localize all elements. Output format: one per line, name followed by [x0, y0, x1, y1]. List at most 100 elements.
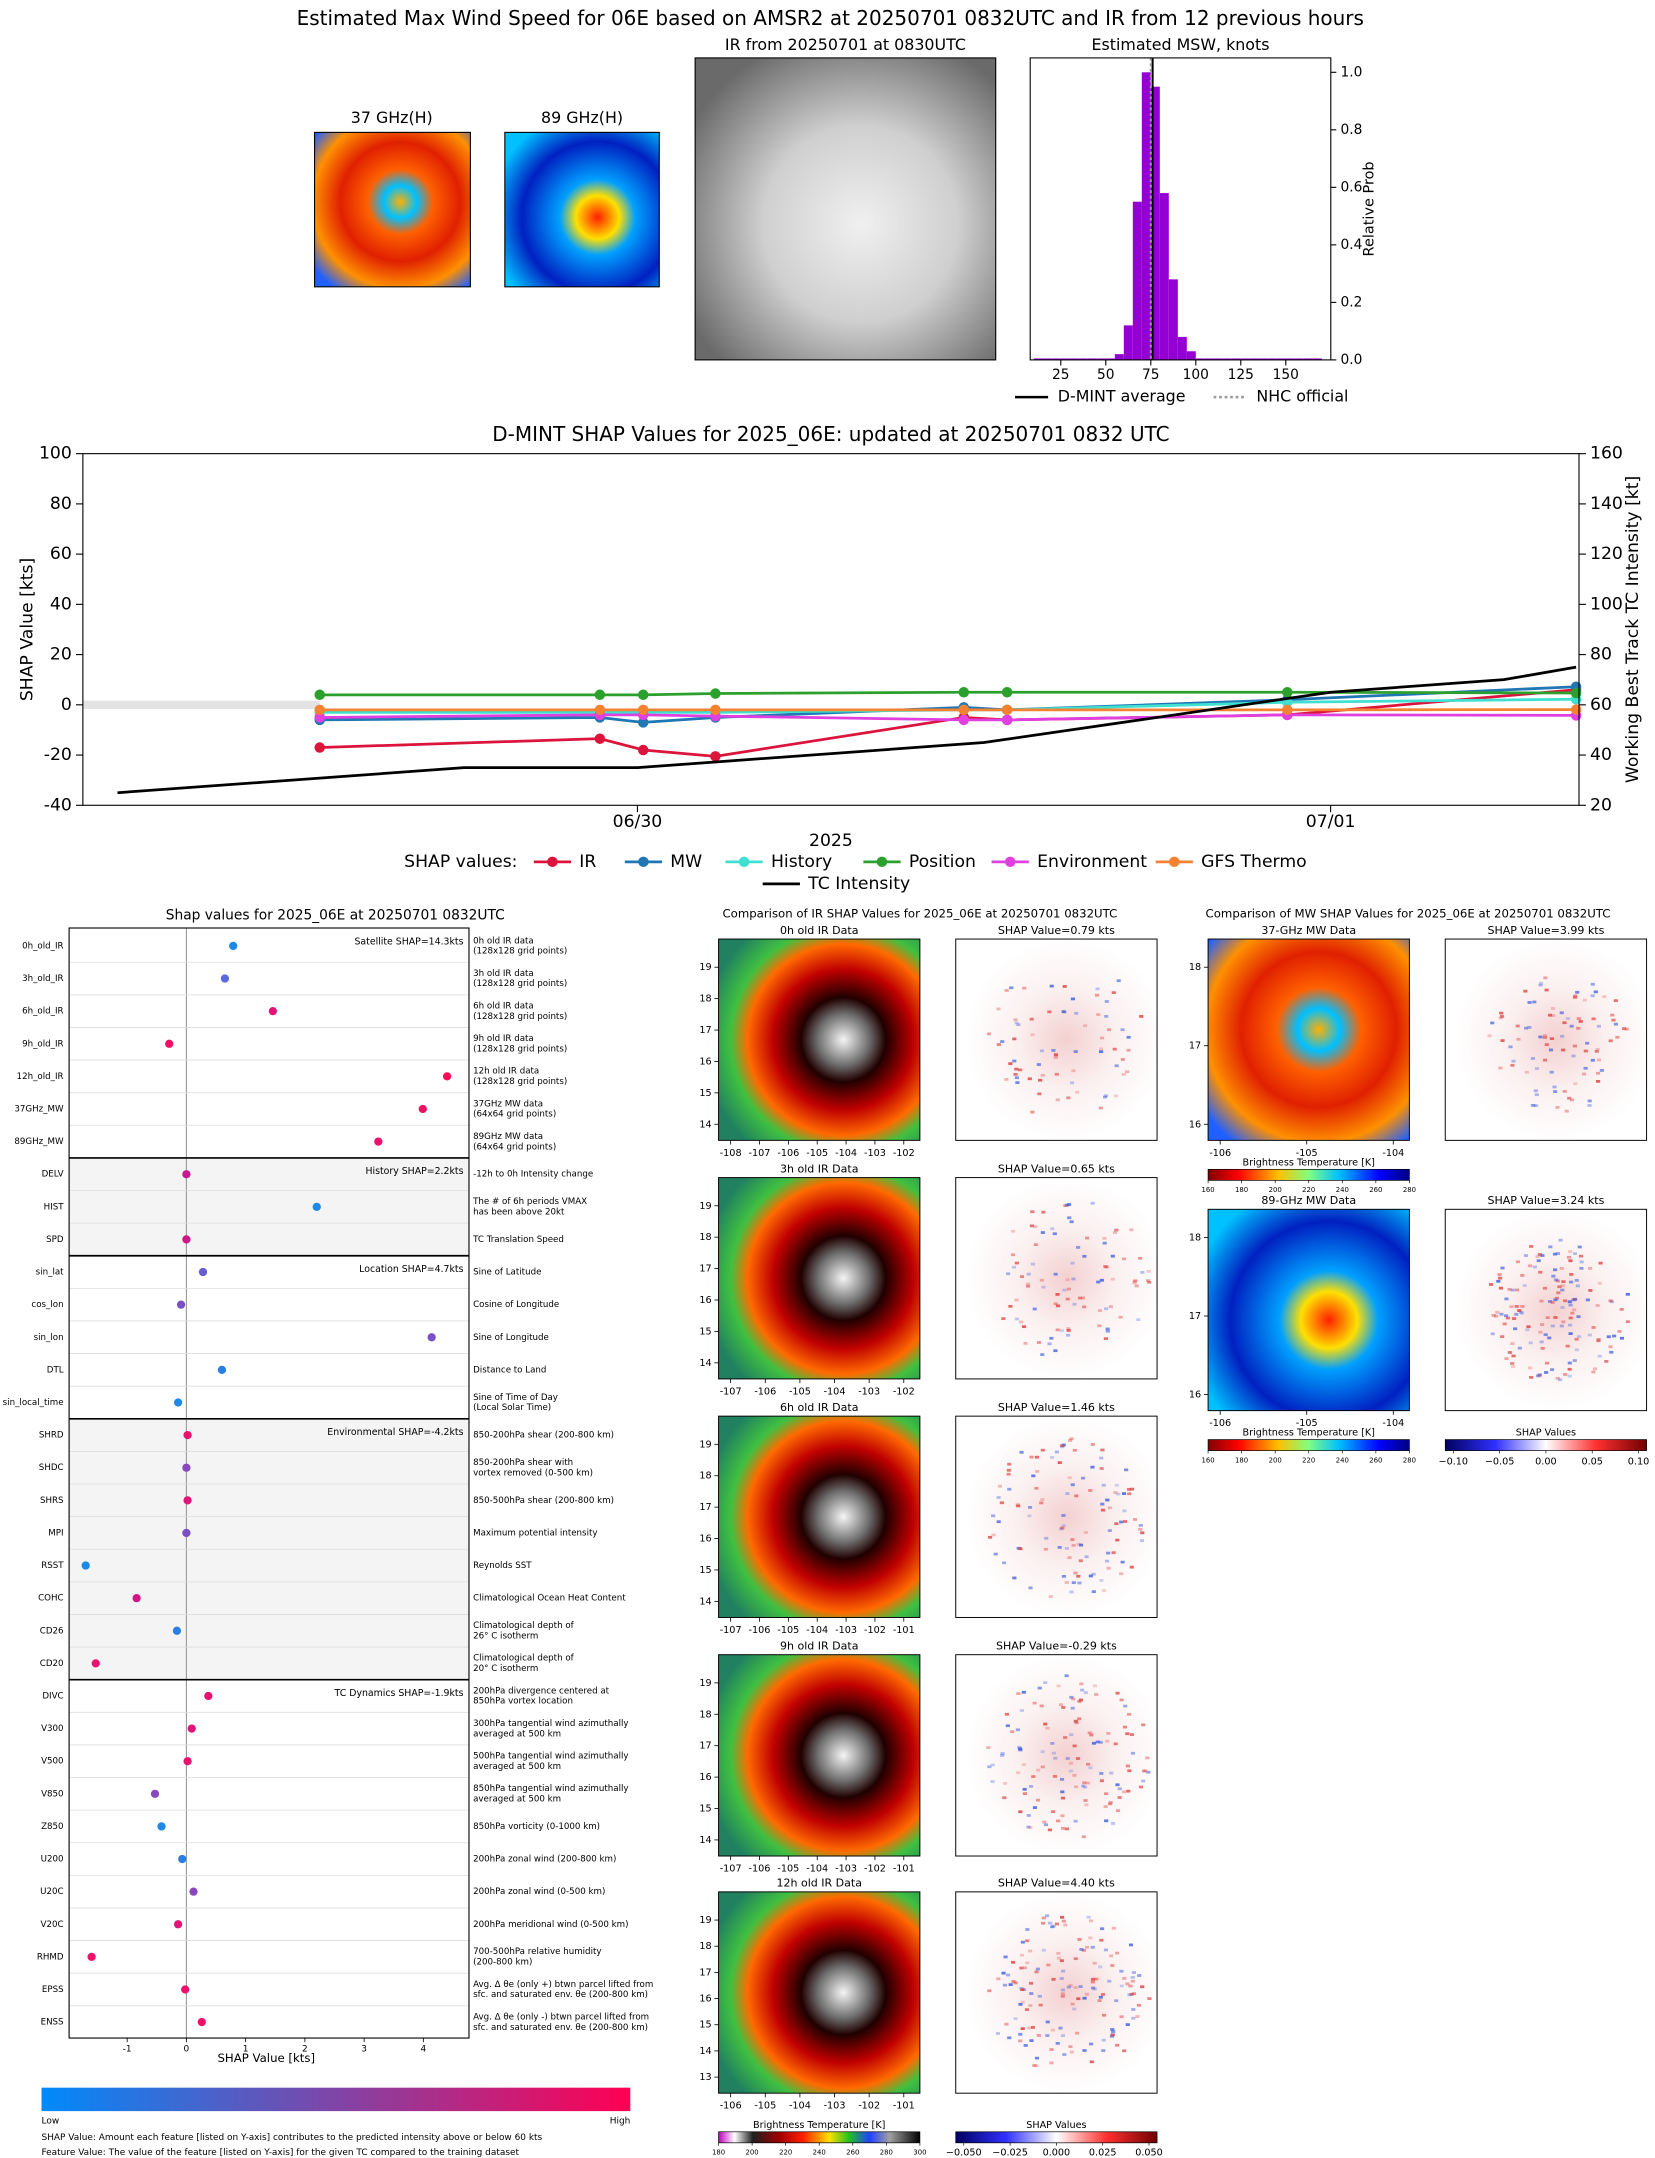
shap-pattern [1059, 1977, 1064, 1980]
shap-pattern [1098, 1106, 1103, 1110]
shap-pattern [1119, 2015, 1124, 2019]
shap-pattern [1131, 1992, 1137, 1996]
shap-pattern [1119, 1698, 1124, 1702]
x-tick-label: 0 [184, 2045, 190, 2055]
shap-pattern [1104, 1307, 1109, 1311]
shap-pattern [1091, 1590, 1096, 1594]
shap-pattern [1073, 1957, 1078, 1961]
colorbar-tick-label: 240 [1336, 1456, 1349, 1464]
shap-pattern [1038, 2003, 1043, 2007]
y-tick-label: 1.0 [1340, 64, 1362, 80]
y-tick-label: 18 [699, 1941, 711, 1952]
panel-title: 89-GHz MW Data [1261, 1194, 1356, 1207]
shap-pattern [1625, 1292, 1630, 1296]
shap-pattern [1101, 2038, 1106, 2042]
x-tick-label: 06/30 [613, 812, 663, 832]
legend-label: NHC official [1256, 387, 1348, 406]
shap-pattern [1036, 1341, 1042, 1344]
shap-pattern [1060, 1814, 1065, 1818]
series-marker [594, 689, 606, 701]
hist-bar [1150, 86, 1160, 360]
y-tick-label: 18 [1189, 1232, 1201, 1243]
shap-pattern [1016, 1023, 1021, 1027]
shap-pattern [1059, 1329, 1064, 1333]
x-tick-label: -107 [749, 1148, 771, 1159]
hist-bar [1276, 358, 1286, 360]
shap-pattern [1037, 1686, 1042, 1690]
panel-title: SHAP Value=4.40 kts [998, 1877, 1115, 1890]
shap-pattern [988, 1535, 993, 1539]
x-tick-label: 100 [1183, 367, 1209, 383]
panel-title: 0h old IR Data [780, 924, 859, 937]
shap-pattern [1078, 1559, 1083, 1563]
shap-pattern [1540, 1254, 1545, 1257]
shap-pattern [1563, 1373, 1568, 1376]
hist-bar [1213, 358, 1223, 360]
colorbar-tick-label: 280 [880, 2148, 893, 2156]
shap-pattern [1070, 997, 1076, 1001]
shap-pattern [1572, 1297, 1577, 1301]
shap-pattern [1590, 1058, 1595, 1062]
shap-pattern [987, 1989, 992, 1993]
shap-pattern [1497, 1273, 1502, 1276]
shap-pattern [1536, 1374, 1541, 1378]
shap-pattern [1528, 1264, 1533, 1268]
shap-pattern [1597, 1354, 1602, 1358]
shap-pattern [995, 2032, 1001, 2035]
shap-pattern [1073, 1986, 1078, 1989]
legend-marker [547, 856, 558, 868]
colorbar-tick-label: 220 [1302, 1186, 1315, 1194]
series-marker [637, 717, 649, 728]
shap-pattern [1590, 994, 1595, 998]
shap-pattern [1076, 1997, 1081, 2001]
shap-pattern [1094, 993, 1100, 997]
shap-pattern [1108, 1305, 1113, 1309]
shap-pattern [1577, 1245, 1582, 1249]
x-tick-label: -105 [777, 1625, 799, 1636]
shap-pattern [1135, 2015, 1140, 2018]
shap-pattern [1028, 1785, 1034, 1788]
shap-dot [181, 1985, 190, 1994]
feature-description: has been above 20kt [473, 1207, 565, 1217]
shap-pattern [1103, 1805, 1108, 1808]
shap-pattern [1016, 1692, 1021, 1695]
series-marker [637, 689, 649, 701]
shap-pattern [1104, 1265, 1109, 1269]
y2-tick-label: 140 [1590, 494, 1623, 514]
shap-pattern [1543, 1034, 1548, 1038]
shap-pattern [1127, 1712, 1132, 1716]
y-tick-label: 19 [699, 1915, 711, 1926]
shap-pattern [1029, 1017, 1034, 1021]
group-label: Location SHAP=4.7kts [359, 1264, 463, 1275]
shap-pattern [1055, 2041, 1060, 2045]
shap-pattern [1568, 1316, 1573, 1320]
shap-pattern [1052, 1774, 1058, 1778]
shap-pattern [1555, 1252, 1561, 1255]
shap-dot [173, 1920, 183, 1929]
colorbar-tick-label: 240 [813, 2148, 826, 2156]
y-tick-label: 18 [699, 1232, 711, 1243]
colorbar-tick-label: 180 [1235, 1456, 1248, 1464]
feature-description: 26° C isotherm [473, 1631, 538, 1641]
feature-description: (200-800 km) [473, 1958, 532, 1968]
shap-pattern [1552, 1085, 1557, 1089]
feature-description: 200hPa meridional wind (0-500 km) [473, 1920, 628, 1930]
series-marker [637, 704, 649, 716]
shap-pattern [1545, 1316, 1550, 1320]
colorbar-tick-label: 160 [1202, 1456, 1215, 1464]
shap-pattern [1079, 1948, 1084, 1951]
shap-pattern [1039, 1501, 1044, 1505]
shap-pattern [1107, 1529, 1112, 1532]
shap-pattern [1032, 2064, 1037, 2067]
shap-pattern [1613, 999, 1618, 1003]
shap-pattern [1511, 1354, 1516, 1358]
shap-pattern [1527, 1025, 1532, 1029]
shap-pattern [1057, 1461, 1062, 1465]
shap-pattern [1007, 1487, 1012, 1491]
shap-pattern [1536, 1259, 1541, 1263]
panel-title: 37-GHz MW Data [1261, 924, 1356, 937]
feature-name: SHRD [39, 1431, 64, 1441]
shap-pattern [991, 1533, 996, 1537]
mw89-image [504, 131, 660, 288]
